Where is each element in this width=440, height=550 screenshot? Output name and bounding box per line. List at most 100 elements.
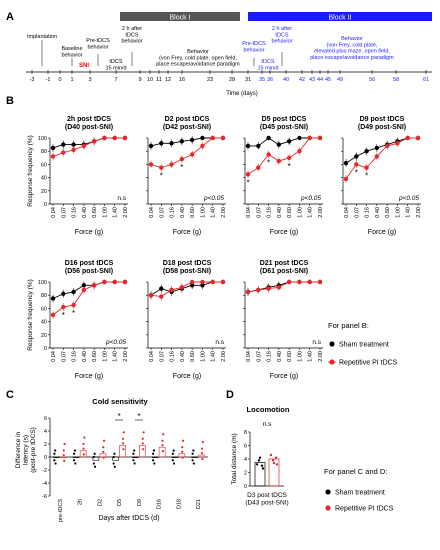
data-point [91, 283, 97, 288]
timeline-tick-label: 49 [337, 77, 343, 83]
x-tick-label: 0.04 [246, 207, 252, 218]
x-tick-label: 0.04 [246, 351, 252, 362]
significance-text: p<0.05 [105, 339, 126, 346]
timeline-tick-label: 7 [114, 77, 117, 83]
series-line [52, 281, 125, 299]
tdcs-point [102, 456, 105, 459]
data-point [256, 165, 261, 170]
x-axis-label: Force (g) [173, 373, 201, 380]
pre-tdcs-label-1: Pre-tDCS behavior [86, 38, 110, 50]
sham-point [74, 462, 77, 465]
x-tick-label: 1.00 [102, 207, 108, 218]
panel-d-letter: D [226, 389, 234, 401]
response-plot: D21 post tDCS(D61 post-SNI) 0.04 0.07 0.16 0… [243, 260, 324, 380]
x-tick-label: 1.00 [200, 207, 206, 218]
data-point [384, 143, 390, 149]
data-point [148, 143, 154, 149]
sham-point [152, 452, 155, 455]
sham-point [258, 456, 262, 459]
data-point [220, 279, 226, 285]
timeline-tick-label: 12 [165, 77, 171, 83]
x-tick-label: 1.40 [113, 351, 119, 362]
x-tick-label: 0.40 [82, 351, 88, 362]
significance-text: p<0.05 [300, 195, 321, 202]
y-tick-label: 20 [41, 333, 47, 339]
tdcs-point [141, 437, 144, 440]
plot-title: D21 post tDCS [260, 260, 309, 267]
data-point [159, 165, 164, 170]
tdcs-bar [79, 450, 87, 458]
timeline-axis-title: Time (days) [226, 91, 257, 97]
sham-point [192, 462, 195, 465]
data-point [122, 135, 128, 141]
significance-text: n.s [312, 339, 321, 346]
plot-subtitle: (D61 post-SNI) [260, 268, 308, 275]
tdcs-point [121, 437, 125, 440]
tdcs-point [62, 449, 65, 452]
y-tick-label: 80 [41, 293, 47, 299]
data-point [256, 143, 261, 149]
tdcs-point [141, 442, 144, 445]
x-tick-label: 0.60 [190, 207, 196, 218]
data-point [61, 291, 66, 297]
significance-text: p<0.05 [203, 195, 224, 202]
data-point [50, 312, 56, 318]
data-point [245, 172, 251, 177]
sham-point [171, 459, 174, 462]
x-tick-label: 0.07 [256, 351, 262, 362]
plot-title: D2 post tDCS [165, 116, 210, 123]
post-2h-label-2: 2 h after tDCS behavior [271, 26, 292, 45]
timeline-tick-label: 11 [156, 77, 162, 83]
sham-point [133, 462, 136, 465]
tdcs-point [82, 442, 85, 446]
tdcs-point [161, 450, 165, 453]
plot-subtitle: (D56 post-SNI) [65, 268, 113, 275]
timeline-tick-label: 44 [317, 77, 323, 83]
legend-tdcs-marker [329, 359, 335, 365]
sham-point [93, 465, 97, 468]
panel-d-chart: 0 2 4 6 8 Total distance (m) n.s D3 post tDCS (D… [231, 421, 289, 507]
timeline-tick-label: 9 [138, 77, 141, 83]
x-tick-label: 0.60 [92, 351, 98, 362]
data-point [169, 141, 174, 146]
tdcs-point [102, 446, 105, 449]
timeline-tick-label: 31 [245, 77, 251, 83]
x-tick-label: 2.00 [123, 207, 129, 218]
x-axis-label: Force (g) [75, 229, 103, 236]
x-tick-label: 1.40 [211, 351, 217, 362]
data-point [179, 156, 185, 162]
sham-point [53, 459, 56, 462]
x-tick-label: 0.60 [190, 351, 196, 362]
tdcs-bar [268, 458, 280, 487]
x-axis-label: Force (g) [173, 229, 201, 236]
sham-point [93, 452, 96, 455]
significance-star: * [365, 172, 368, 181]
y-axis-label: Response frequency (%) [27, 279, 34, 351]
tdcs-point [102, 450, 105, 453]
legend-sham-marker [329, 341, 335, 347]
x-tick-label: 2h [78, 499, 84, 505]
data-point [245, 289, 251, 295]
sham-point [92, 455, 95, 459]
sham-bar [191, 456, 198, 458]
y-tick-label: 40 [41, 320, 47, 326]
sham-point [133, 449, 136, 452]
x-tick-label: pre-tDCS [58, 499, 64, 522]
data-point [200, 143, 205, 149]
data-point [286, 139, 292, 144]
timeline-tick-label: 43 [309, 77, 315, 83]
x-axis-label: Force (g) [368, 229, 396, 236]
timeline-axis: -3 -1 0 1 3 7 9 10 11 12 16 23 28 31 35 36 40 42 43 44 45 49 5… [26, 40, 432, 83]
timeline-tick-label: 1 [70, 77, 73, 83]
sham-bar [53, 456, 60, 458]
plot-subtitle: (D58 post-SNI) [163, 268, 211, 275]
x-tick-label: 0.04 [51, 351, 57, 362]
tdcs-bar [139, 444, 146, 458]
data-point [405, 135, 410, 141]
data-point [354, 162, 359, 167]
tdcs-bar [198, 454, 205, 458]
x-tick-label: 0.07 [61, 351, 67, 362]
tdcs-point [181, 439, 185, 442]
plot-title: D18 post tDCS [163, 260, 212, 267]
y-tick-label: 0 [44, 455, 47, 461]
